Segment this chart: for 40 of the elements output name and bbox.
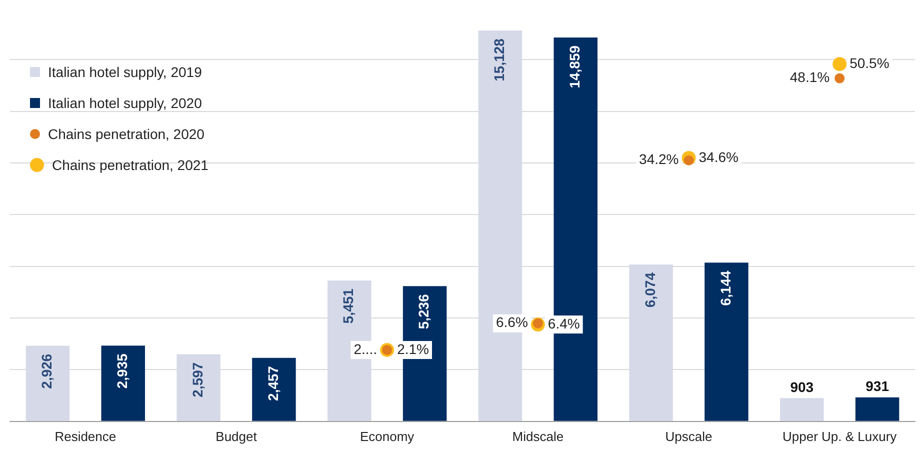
data-label: 50.5% (850, 54, 890, 71)
data-label: 14,859 (566, 45, 582, 88)
x-tick-label: Budget (216, 428, 258, 444)
point (834, 73, 845, 84)
bar (855, 397, 900, 421)
data-label: 2,935 (114, 353, 130, 389)
data-label: 2.... (354, 340, 378, 357)
data-label: 48.1% (790, 69, 830, 86)
data-label: 2.1% (397, 340, 430, 357)
data-label: 6,144 (717, 270, 734, 306)
x-tick-label: Economy (360, 428, 415, 444)
data-label: 6.4% (548, 315, 580, 332)
bar (252, 358, 296, 421)
data-label: 5,236 (416, 294, 432, 330)
bar (176, 354, 220, 421)
x-tick-label: Midscale (512, 428, 564, 444)
data-label: 2,457 (264, 366, 281, 401)
x-tick-label: Upper Up. & Luxury (782, 428, 898, 444)
data-label: 6.6% (496, 314, 528, 330)
legend-label: Chains penetration, 2020 (48, 126, 204, 142)
bar (629, 264, 673, 421)
x-tick-label: Residence (54, 428, 116, 444)
bar (780, 398, 824, 421)
data-label: 931 (866, 378, 890, 394)
data-label: 903 (790, 378, 814, 395)
data-label: 34.6% (698, 148, 738, 165)
legend-label: Italian hotel supply, 2019 (48, 64, 202, 80)
legend-label: Chains penetration, 2021 (52, 156, 208, 172)
legend-label: Italian hotel supply, 2020 (48, 94, 202, 110)
point (832, 57, 847, 72)
data-label: 5,451 (340, 288, 356, 324)
data-label: 6,074 (642, 272, 658, 308)
bar (704, 262, 748, 421)
bar (101, 346, 145, 421)
data-label: 2,597 (189, 362, 206, 398)
x-tick-label: Upscale (665, 428, 712, 444)
bar (26, 346, 70, 421)
data-label: 34.2% (639, 151, 679, 168)
data-label: 2,926 (38, 354, 55, 389)
data-label: 15,128 (491, 38, 508, 82)
